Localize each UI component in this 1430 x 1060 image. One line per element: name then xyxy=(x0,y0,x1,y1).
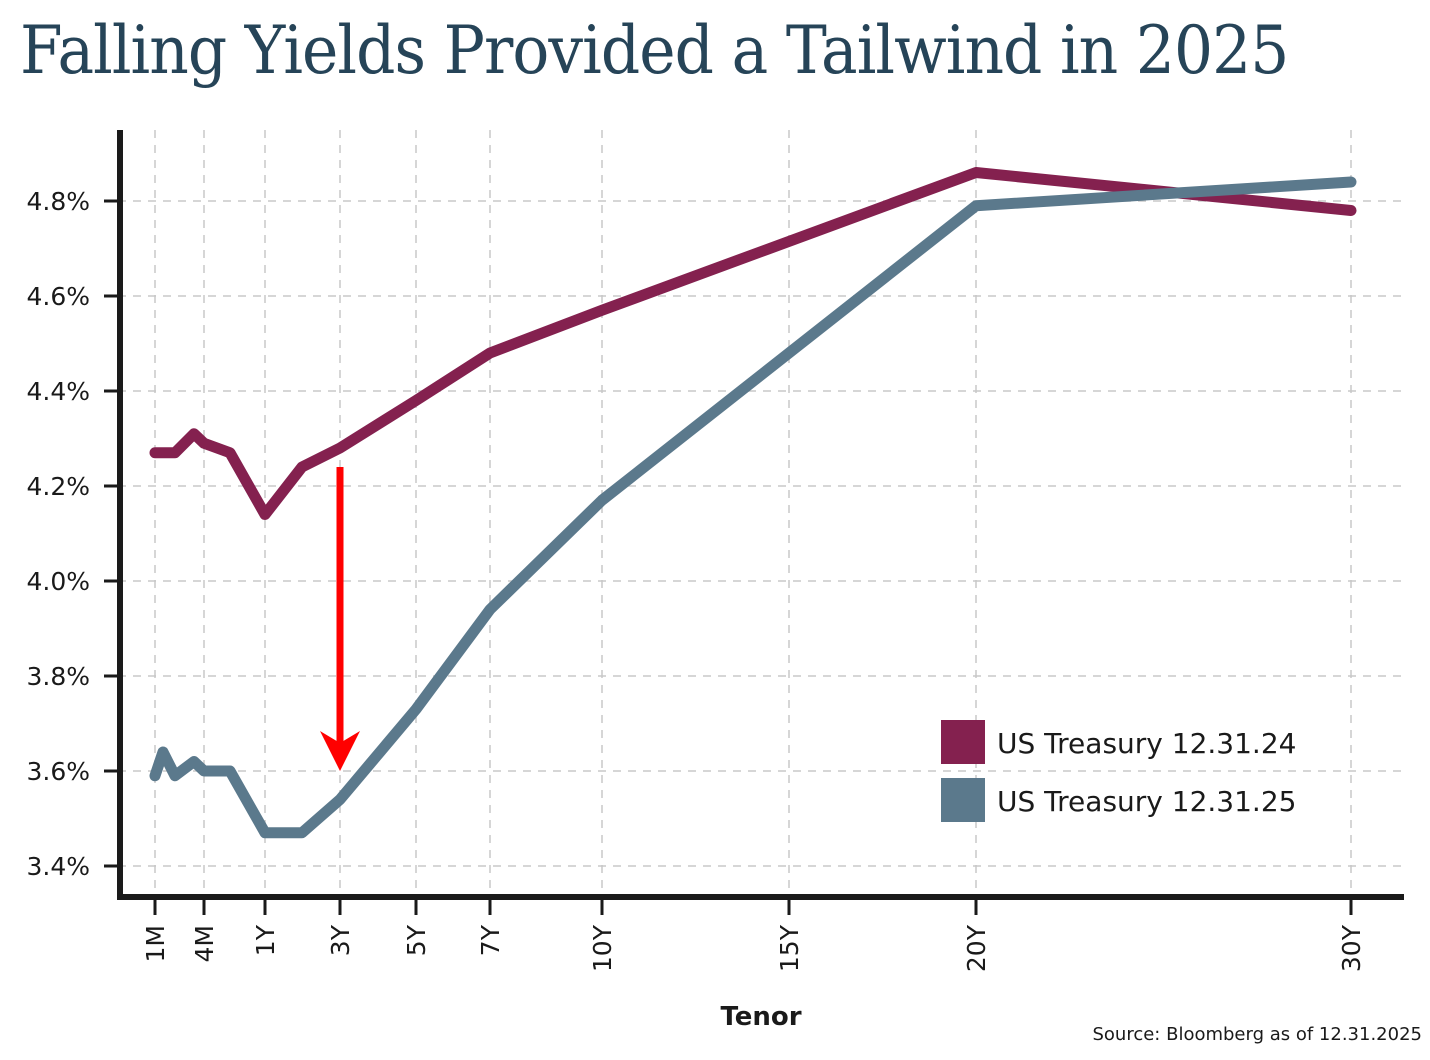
x-tick-label: 15Y xyxy=(775,924,804,972)
source-note: Source: Bloomberg as of 12.31.2025 xyxy=(1092,1024,1422,1045)
series-lines xyxy=(149,167,1357,839)
y-tick-label: 4.2% xyxy=(26,472,90,501)
series-line-us-treasury-12-31-24 xyxy=(149,167,1357,520)
axes xyxy=(117,130,1404,900)
y-tick-labels: 3.4% 3.6% 3.8% 4.0% 4.2% 4.4% 4.6% 4.8% xyxy=(26,187,118,881)
y-tick-label: 3.8% xyxy=(26,662,90,691)
x-tick-label: 20Y xyxy=(962,924,991,972)
y-tick-label: 3.4% xyxy=(26,852,90,881)
y-tick-label: 4.6% xyxy=(26,282,90,311)
legend-swatch-us-treasury-12-31-24 xyxy=(941,720,985,764)
y-tick-label: 4.4% xyxy=(26,377,90,406)
y-tick-label: 4.8% xyxy=(26,187,90,216)
x-tick-label: 1M xyxy=(141,925,170,962)
legend-swatch-us-treasury-12-31-25 xyxy=(941,778,985,822)
x-tick-label: 4M xyxy=(190,925,219,962)
x-axis-title: Tenor xyxy=(720,1002,801,1032)
decline-arrow-head xyxy=(320,731,360,771)
annotation xyxy=(320,467,360,771)
x-tick-label: 7Y xyxy=(476,924,505,956)
x-tick-label: 30Y xyxy=(1337,924,1366,972)
x-tick-label: 3Y xyxy=(326,924,355,956)
y-tick-label: 4.0% xyxy=(26,567,90,596)
grid xyxy=(118,130,1404,897)
x-tick-label: 5Y xyxy=(402,924,431,956)
x-tick-label: 1Y xyxy=(251,924,280,956)
legend-label: US Treasury 12.31.24 xyxy=(997,727,1296,760)
legend-label: US Treasury 12.31.25 xyxy=(997,785,1296,818)
y-tick-label: 3.6% xyxy=(26,757,90,786)
x-tick-label: 10Y xyxy=(588,924,617,972)
legend: US Treasury 12.31.24 US Treasury 12.31.25 xyxy=(941,720,1296,822)
x-tick-labels: 1M 4M 1Y 3Y 5Y 7Y 10Y 15Y 20Y 30Y xyxy=(141,897,1366,972)
chart-title: Falling Yields Provided a Tailwind in 20… xyxy=(20,12,1289,89)
series-line-us-treasury-12-31-25 xyxy=(149,176,1357,839)
